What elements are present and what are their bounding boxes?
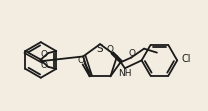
Text: O: O	[77, 56, 84, 65]
Text: O: O	[129, 49, 136, 58]
Text: O: O	[41, 50, 48, 58]
Text: O: O	[41, 61, 48, 70]
Text: S: S	[97, 44, 103, 54]
Text: Cl: Cl	[181, 54, 191, 64]
Text: O: O	[107, 45, 114, 54]
Text: NH: NH	[118, 69, 132, 78]
